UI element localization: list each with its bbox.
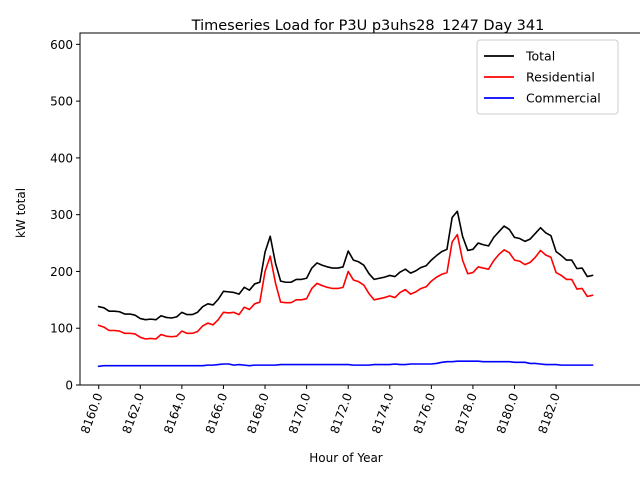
plot-frame: [79, 32, 640, 386]
y-tick-label: 300: [50, 208, 73, 222]
legend-box: [476, 39, 619, 115]
y-tick-label: 0: [65, 379, 73, 393]
x-axis-label: Hour of Year: [309, 451, 383, 465]
legend: Total Residential Commercial: [476, 39, 619, 115]
series-line-total: [97, 210, 594, 321]
y-axis-label: kW total: [14, 188, 28, 238]
legend-label-commercial: Commercial: [526, 91, 601, 106]
y-axis-ticks: 0 100 200 300 400 500 600: [50, 38, 80, 393]
y-tick-label: 200: [50, 265, 73, 279]
y-tick-label: 600: [50, 38, 73, 52]
legend-label-total: Total: [525, 49, 555, 64]
series-line-commercial: [97, 360, 594, 368]
y-tick-label: 100: [50, 322, 73, 336]
legend-label-residential: Residential: [526, 70, 595, 85]
plot-area: [97, 210, 594, 368]
y-tick-label: 400: [50, 151, 73, 165]
series-line-residential: [97, 233, 594, 340]
chart-title: Timeseries Load for P3U p3uhs28_1247 Day…: [191, 18, 545, 34]
y-tick-label: 500: [50, 95, 73, 109]
